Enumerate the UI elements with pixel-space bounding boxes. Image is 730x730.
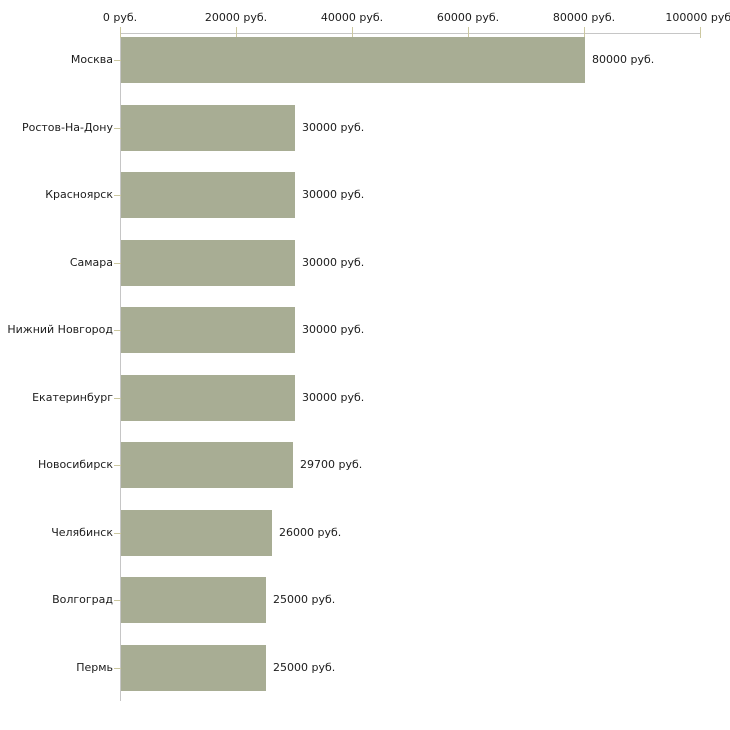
value-label: 30000 руб. bbox=[302, 120, 365, 134]
category-label: Екатеринбург bbox=[32, 390, 113, 404]
bar bbox=[121, 37, 585, 83]
x-axis-tick-mark bbox=[352, 27, 353, 38]
category-label: Нижний Новгород bbox=[7, 323, 113, 336]
value-label: 30000 руб. bbox=[302, 188, 365, 201]
y-axis-tick-mark bbox=[114, 60, 122, 61]
value-label: 29700 руб. bbox=[300, 458, 363, 471]
category-label: Волгоград bbox=[52, 593, 113, 606]
x-axis-tick-label: 100000 руб. bbox=[665, 11, 730, 24]
y-axis-tick-mark bbox=[114, 127, 122, 129]
category-label: Новосибирск bbox=[37, 458, 113, 471]
value-label: 25000 руб. bbox=[273, 593, 336, 606]
x-axis-tick-mark bbox=[584, 27, 585, 38]
value-label: 26000 руб. bbox=[279, 525, 342, 539]
bar bbox=[121, 239, 295, 286]
category-label: Пермь bbox=[76, 660, 113, 674]
bar bbox=[121, 374, 295, 421]
y-axis-tick-mark bbox=[114, 330, 122, 331]
category-label: Челябинск bbox=[51, 525, 113, 539]
bar bbox=[121, 172, 295, 218]
bar bbox=[121, 509, 272, 556]
x-axis-tick-mark bbox=[700, 27, 701, 38]
x-axis-tick-label: 20000 руб. bbox=[204, 11, 268, 24]
bar bbox=[121, 644, 266, 691]
value-label: 30000 руб. bbox=[302, 390, 365, 404]
category-label: Самара bbox=[69, 255, 113, 269]
x-axis-tick-label: 0 руб. bbox=[102, 11, 138, 24]
y-axis-tick-mark bbox=[114, 195, 122, 196]
x-axis-line bbox=[120, 33, 701, 34]
y-axis-tick-mark bbox=[114, 262, 122, 264]
x-axis-tick-mark bbox=[120, 27, 121, 38]
value-label: 30000 руб. bbox=[302, 323, 365, 336]
x-axis-tick-label: 40000 руб. bbox=[320, 11, 384, 24]
y-axis-tick-mark bbox=[114, 667, 122, 669]
category-label: Красноярск bbox=[45, 188, 113, 201]
x-axis-tick-mark bbox=[468, 27, 469, 38]
bar bbox=[121, 307, 295, 353]
y-axis-tick-mark bbox=[114, 465, 122, 466]
value-label: 30000 руб. bbox=[302, 255, 365, 269]
value-label: 25000 руб. bbox=[273, 660, 336, 674]
category-label: Ростов-На-Дону bbox=[21, 120, 113, 134]
x-axis-tick-label: 80000 руб. bbox=[552, 11, 616, 24]
bar bbox=[121, 577, 266, 623]
value-label: 80000 руб. bbox=[592, 53, 655, 66]
bar bbox=[121, 442, 293, 488]
category-label: Москва bbox=[70, 53, 113, 66]
x-axis-tick-mark bbox=[236, 27, 237, 38]
y-axis-tick-mark bbox=[114, 600, 122, 601]
y-axis-line bbox=[120, 33, 121, 701]
y-axis-tick-mark bbox=[114, 397, 122, 399]
x-axis-tick-label: 60000 руб. bbox=[436, 11, 500, 24]
y-axis-tick-mark bbox=[114, 532, 122, 534]
bar bbox=[121, 104, 295, 151]
